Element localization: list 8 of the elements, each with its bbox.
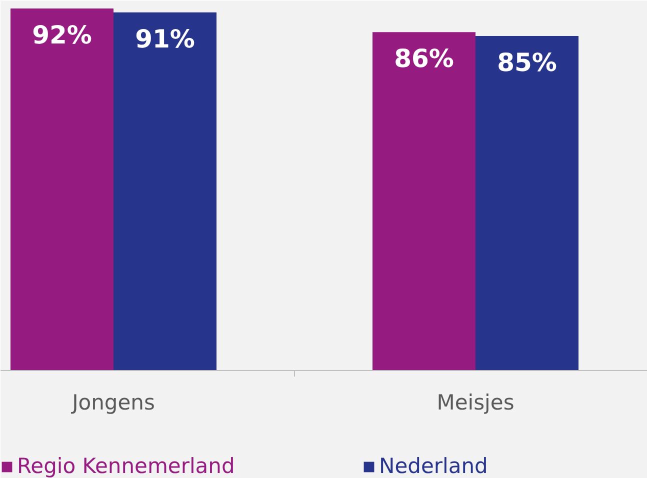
legend-label: Regio Kennemerland	[17, 454, 235, 478]
data-label: 86%	[394, 44, 454, 74]
data-label: 91%	[135, 24, 195, 54]
data-label: 85%	[497, 48, 557, 78]
x-tick-label: Meisjes	[436, 390, 514, 414]
x-tick-label: Jongens	[70, 390, 155, 414]
data-label: 92%	[32, 20, 92, 50]
legend-label: Nederland	[379, 454, 488, 478]
